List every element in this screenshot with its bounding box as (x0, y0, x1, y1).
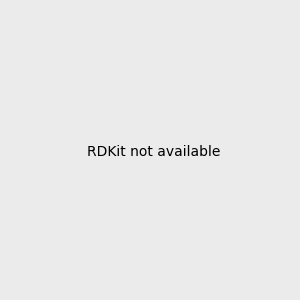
Text: RDKit not available: RDKit not available (87, 145, 220, 158)
